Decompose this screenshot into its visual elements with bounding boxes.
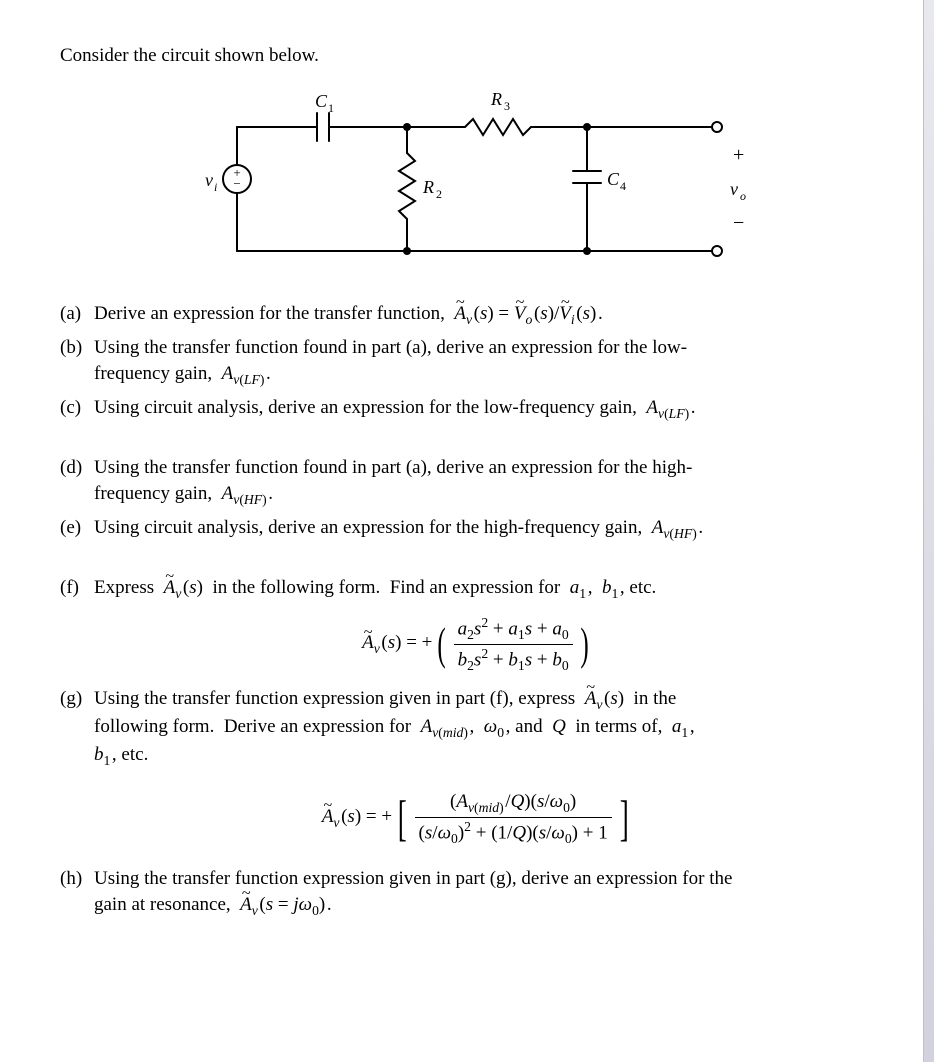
part-d: (d) Using the transfer function found in… (60, 455, 894, 509)
part-label-g: (g) (60, 686, 94, 712)
page-root: Consider the circuit shown below. (0, 0, 934, 1062)
part-g: (g) Using the transfer function expressi… (60, 686, 894, 771)
part-label-d: (d) (60, 455, 94, 481)
part-c: (c) Using circuit analysis, derive an ex… (60, 395, 894, 423)
part-a-text: Derive an expression for the transfer fu… (94, 301, 894, 329)
svg-text:C: C (315, 91, 328, 111)
equation-f: Av (s) = + ( a2s2 + a1s + a0 b2s2 + b1s … (60, 614, 894, 676)
svg-text:2: 2 (436, 187, 442, 201)
part-e: (e) Using circuit analysis, derive an ex… (60, 515, 894, 543)
part-label-h: (h) (60, 866, 94, 892)
svg-text:R: R (490, 89, 502, 109)
svg-text:1: 1 (328, 101, 334, 115)
part-b-text: Using the transfer function found in par… (94, 335, 894, 389)
svg-text:−: − (233, 176, 240, 191)
part-h: (h) Using the transfer function expressi… (60, 866, 894, 920)
circuit-diagram: + − v i C 1 R 3 R 2 C 4 + v o − (197, 83, 757, 273)
part-label-f: (f) (60, 575, 94, 601)
scrollbar-stub[interactable] (923, 0, 934, 1062)
svg-text:+: + (733, 144, 744, 166)
part-d-text: Using the transfer function found in par… (94, 455, 894, 509)
svg-text:i: i (214, 180, 217, 194)
svg-text:o: o (740, 189, 746, 203)
svg-text:C: C (607, 169, 620, 189)
intro-text: Consider the circuit shown below. (60, 43, 894, 69)
part-f: (f) Express Av (s) in the following form… (60, 575, 894, 603)
svg-text:R: R (422, 177, 434, 197)
part-g-text: Using the transfer function expression g… (94, 686, 894, 771)
svg-text:v: v (730, 179, 738, 199)
part-label-b: (b) (60, 335, 94, 361)
part-label-c: (c) (60, 395, 94, 421)
svg-text:3: 3 (504, 99, 510, 113)
part-h-text: Using the transfer function expression g… (94, 866, 894, 920)
part-label-e: (e) (60, 515, 94, 541)
part-b: (b) Using the transfer function found in… (60, 335, 894, 389)
part-a: (a) Derive an expression for the transfe… (60, 301, 894, 329)
svg-text:−: − (733, 212, 744, 234)
part-c-text: Using circuit analysis, derive an expres… (94, 395, 894, 423)
part-label-a: (a) (60, 301, 94, 327)
part-e-text: Using circuit analysis, derive an expres… (94, 515, 894, 543)
svg-text:4: 4 (620, 179, 626, 193)
equation-g: Av (s) = + [ (Av(mid) /Q)(s/ω0) (s/ω0)2 … (60, 789, 894, 849)
svg-text:v: v (205, 170, 213, 190)
part-f-text: Express Av (s) in the following form. Fi… (94, 575, 894, 603)
